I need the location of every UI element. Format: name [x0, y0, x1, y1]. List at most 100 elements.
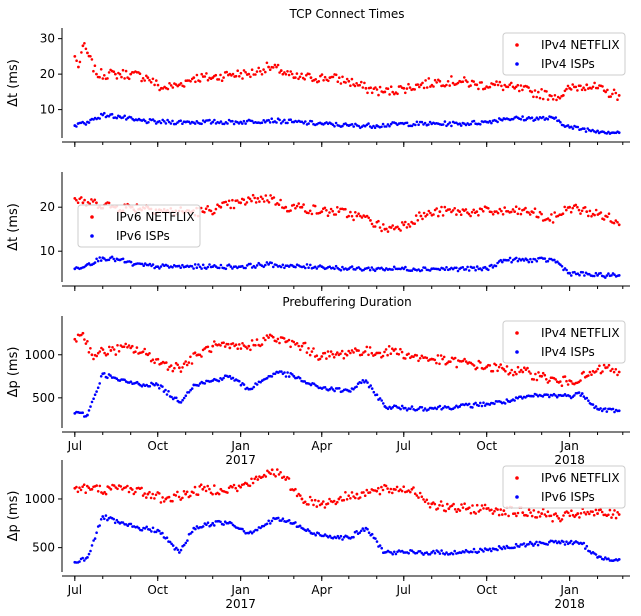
data-point — [338, 387, 341, 390]
data-point — [219, 487, 223, 491]
data-point — [402, 223, 406, 227]
data-point — [524, 368, 528, 372]
data-point — [400, 489, 404, 493]
data-point — [197, 263, 200, 266]
data-point — [425, 356, 429, 360]
data-point — [546, 98, 550, 101]
data-point — [407, 223, 410, 226]
data-point — [179, 119, 182, 122]
data-point — [253, 196, 256, 200]
data-point — [496, 369, 499, 373]
data-point — [164, 122, 168, 125]
data-point — [206, 521, 210, 524]
data-point — [563, 375, 567, 378]
data-point — [161, 385, 164, 388]
data-point — [135, 346, 139, 349]
data-point — [496, 261, 499, 265]
data-point — [113, 259, 117, 263]
data-point — [331, 75, 335, 79]
data-point — [548, 219, 552, 222]
data-point — [496, 508, 499, 511]
data-point — [340, 349, 344, 353]
x-tick-label: Jul — [396, 439, 411, 453]
data-point — [115, 518, 119, 522]
data-point — [570, 509, 573, 512]
data-point — [282, 337, 286, 340]
data-point — [510, 210, 513, 214]
data-point — [453, 508, 457, 511]
data-point — [373, 225, 377, 228]
data-point — [369, 384, 373, 387]
data-point — [265, 261, 269, 264]
data-point — [342, 498, 346, 502]
data-point — [425, 551, 429, 554]
data-point — [482, 401, 485, 405]
data-point — [259, 195, 263, 199]
data-point — [342, 357, 346, 360]
data-point — [537, 118, 540, 121]
data-point — [568, 205, 572, 209]
data-point — [399, 229, 402, 232]
data-point — [166, 118, 169, 122]
data-point — [211, 344, 215, 348]
data-point — [550, 213, 553, 216]
data-point — [309, 263, 312, 267]
data-point — [576, 512, 580, 515]
data-point — [187, 120, 191, 124]
data-point — [185, 490, 189, 494]
data-point — [535, 259, 539, 263]
data-point — [200, 355, 203, 358]
data-point — [262, 119, 266, 122]
data-point — [297, 202, 301, 205]
data-point — [318, 357, 322, 361]
data-point — [134, 350, 137, 354]
data-point — [229, 265, 233, 268]
data-point — [276, 63, 280, 67]
data-point — [158, 88, 161, 92]
data-point — [381, 354, 385, 358]
data-point — [496, 83, 500, 87]
data-point — [506, 85, 510, 89]
data-point — [143, 347, 146, 351]
data-point — [131, 488, 134, 491]
data-point — [81, 411, 84, 415]
data-point — [400, 221, 404, 224]
data-point — [450, 504, 454, 508]
data-point — [557, 119, 561, 122]
data-point — [93, 198, 97, 202]
data-point — [129, 522, 133, 526]
series-netflix — [73, 42, 621, 102]
data-point — [113, 521, 117, 525]
data-point — [174, 361, 178, 365]
data-point — [190, 265, 194, 268]
data-point — [432, 549, 435, 553]
data-point — [317, 80, 321, 83]
data-point — [562, 540, 565, 544]
data-point — [518, 370, 521, 374]
data-point — [435, 207, 439, 210]
data-point — [328, 387, 332, 391]
data-point — [617, 370, 621, 374]
data-point — [165, 536, 169, 539]
data-point — [83, 42, 86, 45]
data-point — [336, 351, 339, 354]
data-point — [438, 268, 442, 272]
data-point — [536, 543, 540, 547]
data-point — [281, 263, 285, 267]
data-point — [303, 380, 307, 383]
data-point — [83, 559, 86, 562]
data-point — [440, 549, 443, 552]
data-point — [404, 91, 407, 95]
data-point — [496, 120, 499, 124]
legend-marker — [515, 62, 519, 66]
data-point — [244, 203, 247, 206]
data-point — [374, 86, 377, 89]
data-point — [432, 85, 435, 88]
data-point — [437, 550, 440, 553]
data-point — [225, 70, 228, 74]
data-point — [513, 210, 517, 214]
data-point — [279, 471, 282, 474]
data-point — [588, 209, 592, 213]
data-point — [320, 502, 324, 506]
data-point — [377, 486, 380, 490]
